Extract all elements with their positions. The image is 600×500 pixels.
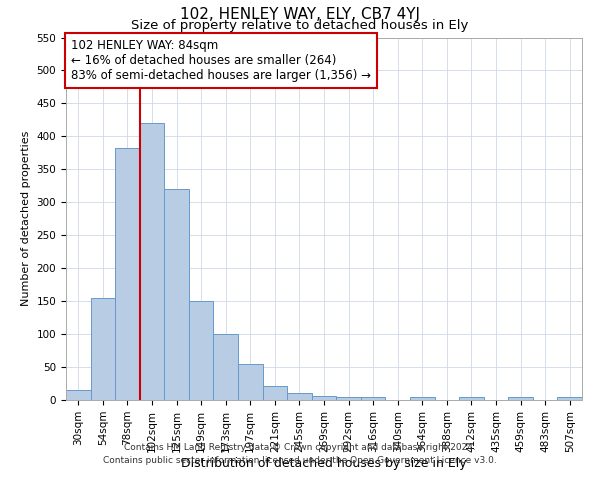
Bar xyxy=(336,398,361,400)
Bar xyxy=(312,396,336,400)
Text: 102 HENLEY WAY: 84sqm
← 16% of detached houses are smaller (264)
83% of semi-det: 102 HENLEY WAY: 84sqm ← 16% of detached … xyxy=(71,40,371,82)
Bar xyxy=(557,396,582,400)
Bar xyxy=(459,396,484,400)
Bar xyxy=(189,301,214,400)
X-axis label: Distribution of detached houses by size in Ely: Distribution of detached houses by size … xyxy=(181,458,467,470)
Bar xyxy=(508,396,533,400)
Bar xyxy=(140,123,164,400)
Bar xyxy=(91,298,115,400)
Bar xyxy=(164,189,189,400)
Text: 102, HENLEY WAY, ELY, CB7 4YJ: 102, HENLEY WAY, ELY, CB7 4YJ xyxy=(180,8,420,22)
Bar xyxy=(238,364,263,400)
Bar xyxy=(115,148,140,400)
Text: Size of property relative to detached houses in Ely: Size of property relative to detached ho… xyxy=(131,19,469,32)
Bar xyxy=(287,394,312,400)
Text: Contains HM Land Registry data © Crown copyright and database right 2024.
Contai: Contains HM Land Registry data © Crown c… xyxy=(103,444,497,465)
Bar xyxy=(66,390,91,400)
Bar xyxy=(214,334,238,400)
Bar xyxy=(263,386,287,400)
Bar xyxy=(410,398,434,400)
Bar xyxy=(361,396,385,400)
Y-axis label: Number of detached properties: Number of detached properties xyxy=(21,131,31,306)
